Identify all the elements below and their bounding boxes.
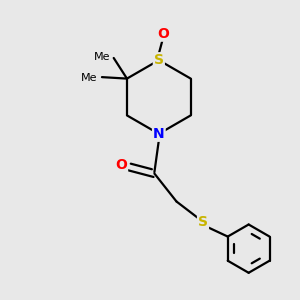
Text: O: O — [115, 158, 127, 172]
Text: Me: Me — [94, 52, 111, 61]
Text: S: S — [198, 215, 208, 229]
Text: S: S — [154, 53, 164, 67]
Text: O: O — [157, 27, 169, 41]
Text: N: N — [153, 127, 165, 141]
Text: Me: Me — [81, 73, 98, 83]
